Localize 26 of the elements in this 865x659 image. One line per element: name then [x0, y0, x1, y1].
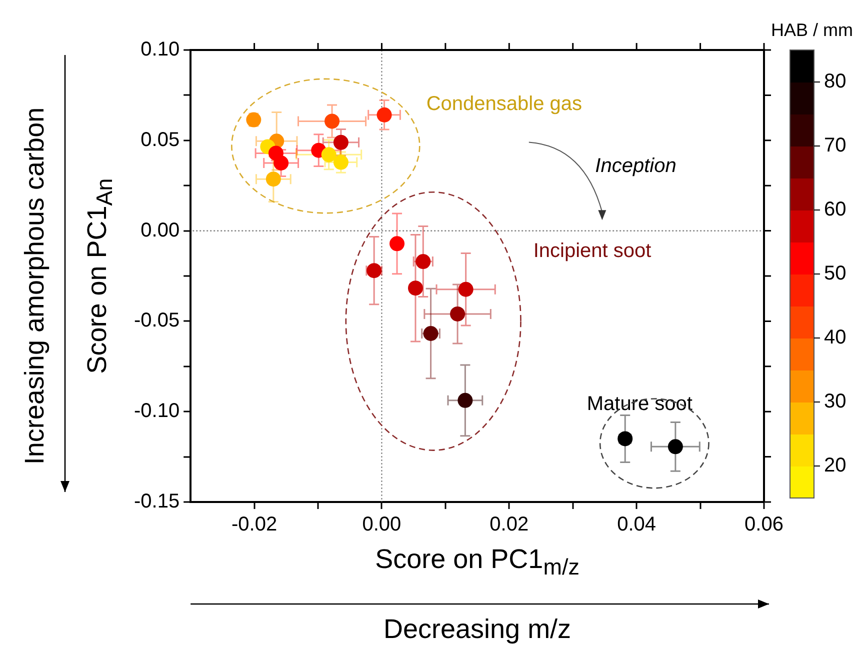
annotation: Incipient soot — [533, 240, 652, 262]
x-tick-label: 0.06 — [744, 514, 784, 536]
color-bar-label: 40 — [824, 326, 846, 349]
y-tick-label: 0.10 — [140, 38, 180, 61]
y-tick-label: 0.00 — [140, 219, 180, 242]
color-bar-label: 20 — [824, 454, 846, 477]
x-axis-title: Score on PC1$_{m/z}$ — [375, 544, 580, 580]
x-tick-label: 0.04 — [617, 514, 656, 536]
y-tick-label: -0.10 — [134, 400, 180, 422]
annotation: Condensable gas — [426, 93, 582, 116]
x-tick-label: 0.02 — [490, 514, 529, 536]
color-bar-label: 70 — [824, 134, 846, 157]
text: Decreasing m/z — [383, 614, 572, 645]
x-tick-label: -0.02 — [232, 514, 278, 536]
color-bar-title: HAB / mm — [770, 20, 854, 40]
x-tick-label: 0.00 — [362, 514, 402, 536]
color-bar-label: 60 — [824, 198, 846, 221]
color-bar-label: 50 — [824, 262, 846, 285]
color-bar-label: 30 — [824, 390, 846, 413]
text: Increasing amorphous carbon — [20, 107, 50, 465]
y-tick-label: -0.15 — [134, 490, 180, 513]
annotation: Mature soot — [586, 393, 693, 416]
y-tick-label: 0.05 — [140, 128, 180, 151]
y-tick-label: -0.05 — [134, 310, 180, 332]
annotation: Inception — [595, 154, 676, 177]
color-bar-label: 80 — [824, 70, 846, 93]
